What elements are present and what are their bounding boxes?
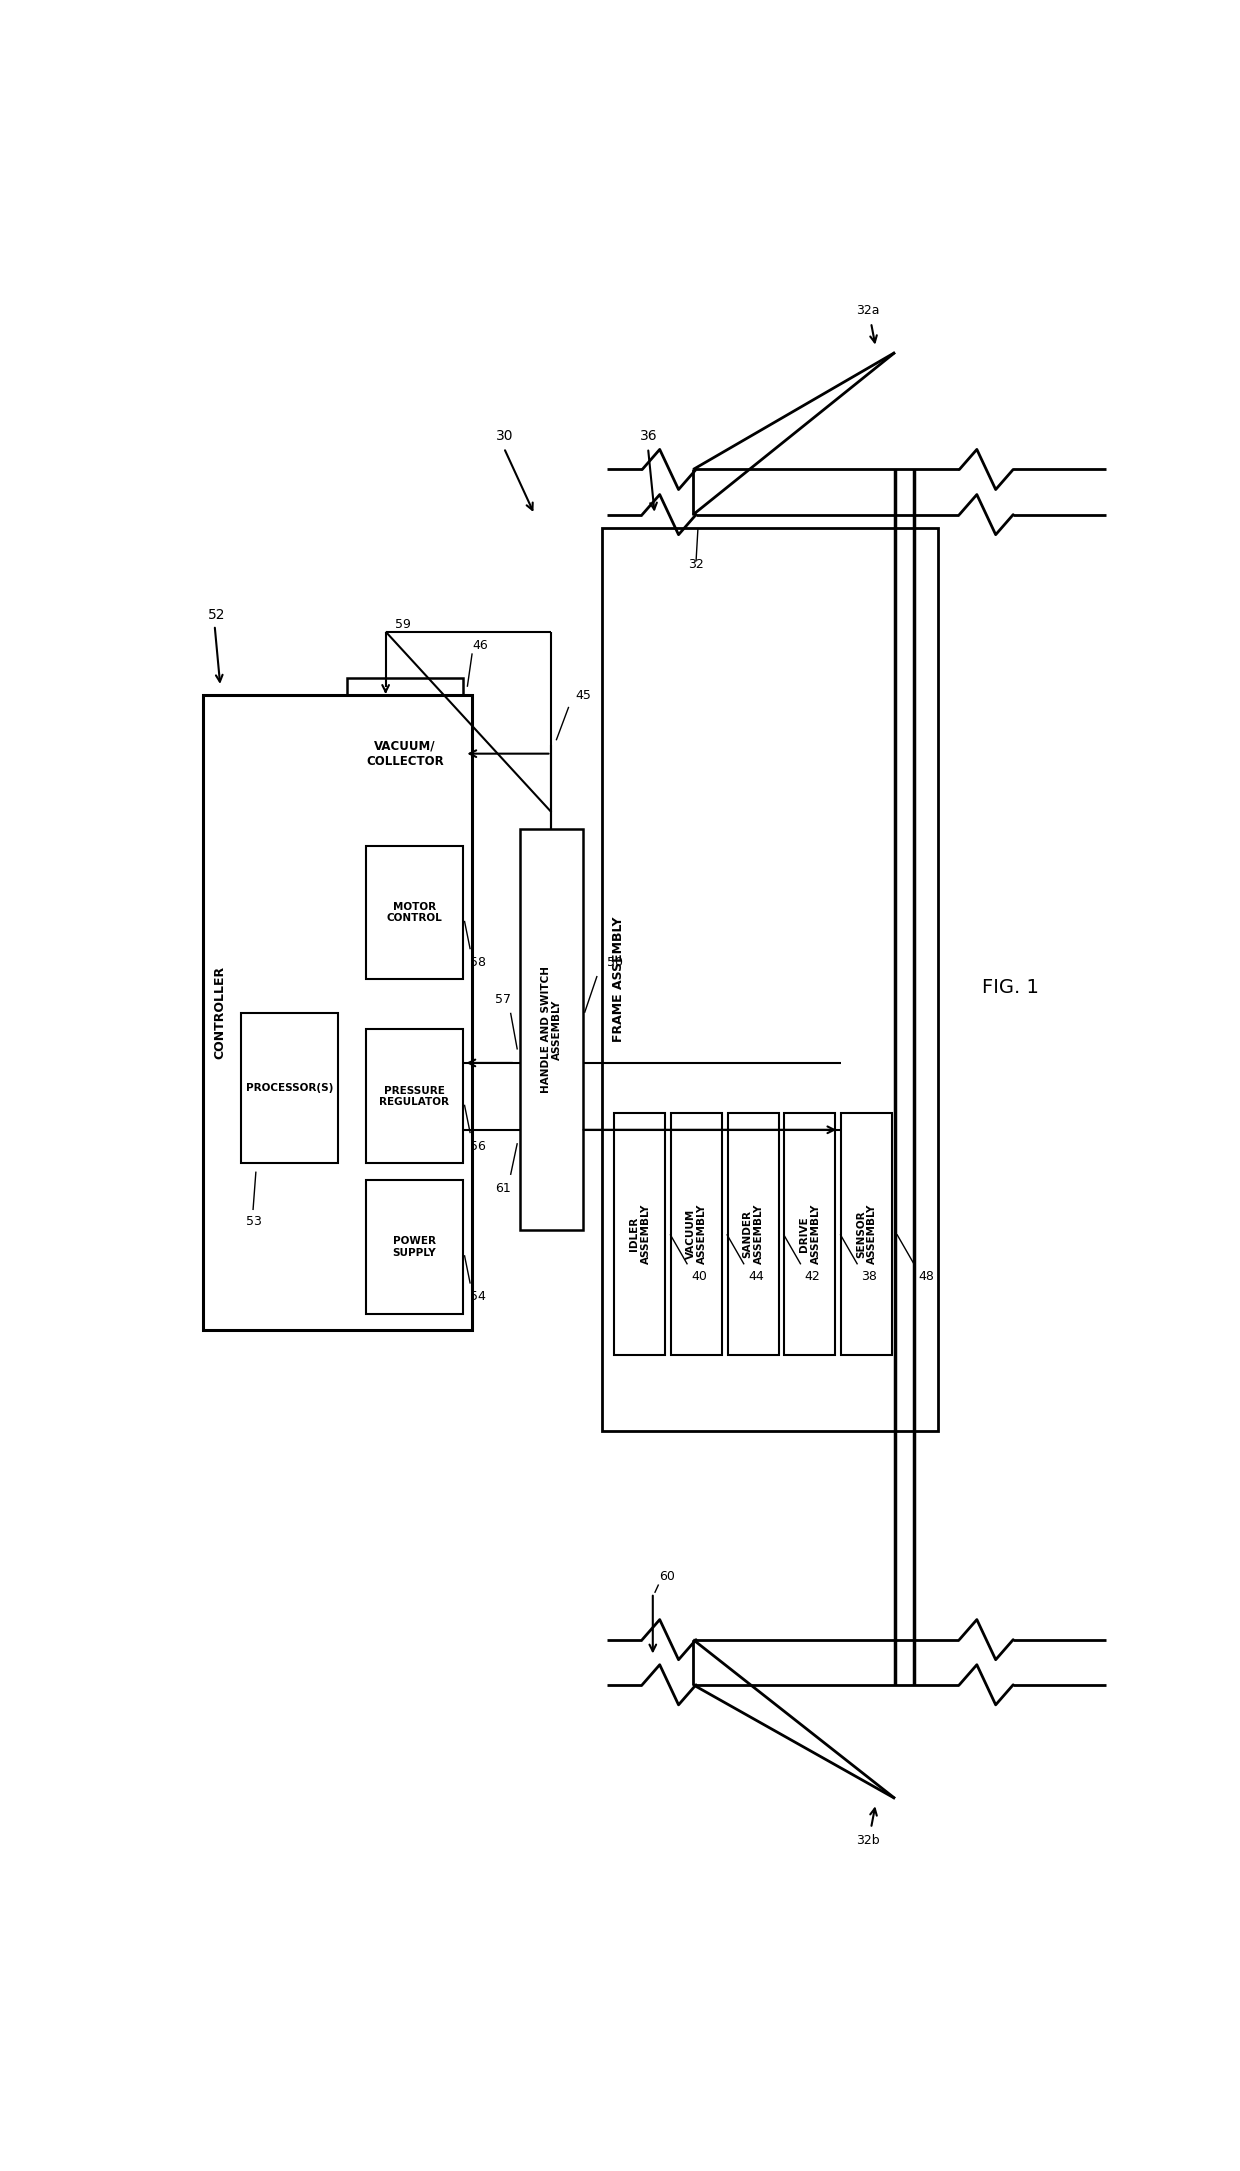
Text: 52: 52 (208, 608, 226, 621)
Text: 59: 59 (396, 619, 412, 632)
Bar (347, 677, 463, 829)
Text: 45: 45 (575, 688, 591, 701)
Text: 50: 50 (606, 955, 622, 968)
Bar (601, 528, 939, 1431)
Text: VACUUM
ASSEMBLY: VACUUM ASSEMBLY (686, 1205, 707, 1264)
Text: 56: 56 (470, 1140, 486, 1153)
Text: DRIVE
ASSEMBLY: DRIVE ASSEMBLY (799, 1205, 821, 1264)
Bar (671, 1114, 722, 1355)
Text: 32: 32 (688, 558, 704, 571)
Bar (521, 829, 583, 1231)
Text: FIG. 1: FIG. 1 (982, 979, 1039, 996)
Text: PRESSURE
REGULATOR: PRESSURE REGULATOR (379, 1086, 449, 1107)
Text: 30: 30 (496, 430, 513, 443)
Text: 58: 58 (470, 955, 486, 968)
Bar (841, 1114, 892, 1355)
Bar (728, 1114, 779, 1355)
Text: SENSOR
ASSEMBLY: SENSOR ASSEMBLY (856, 1205, 878, 1264)
Text: 48: 48 (918, 1270, 934, 1283)
Text: 60: 60 (660, 1570, 676, 1583)
Text: PROCESSOR(S): PROCESSOR(S) (246, 1083, 334, 1092)
Text: 42: 42 (805, 1270, 821, 1283)
Text: CONTROLLER: CONTROLLER (213, 966, 227, 1059)
Bar (242, 1012, 337, 1164)
Text: 54: 54 (470, 1290, 486, 1303)
Text: POWER
SUPPLY: POWER SUPPLY (393, 1235, 436, 1257)
Text: IDLER
ASSEMBLY: IDLER ASSEMBLY (629, 1205, 651, 1264)
Text: 57: 57 (495, 992, 511, 1005)
Bar (367, 845, 463, 979)
Text: 61: 61 (495, 1181, 511, 1194)
Text: 44: 44 (748, 1270, 764, 1283)
Text: 53: 53 (247, 1216, 262, 1229)
Text: MOTOR
CONTROL: MOTOR CONTROL (387, 901, 443, 923)
Text: VACUUM/
COLLECTOR: VACUUM/ COLLECTOR (366, 740, 444, 769)
Text: 32a: 32a (857, 304, 880, 317)
Text: SANDER
ASSEMBLY: SANDER ASSEMBLY (743, 1205, 764, 1264)
Text: 40: 40 (691, 1270, 707, 1283)
Bar (614, 1114, 666, 1355)
Bar (367, 1029, 463, 1164)
Bar (785, 1114, 836, 1355)
Text: 38: 38 (862, 1270, 877, 1283)
Text: 32b: 32b (857, 1834, 880, 1848)
Bar (203, 695, 472, 1331)
Text: FRAME ASSEMBLY: FRAME ASSEMBLY (611, 916, 625, 1042)
Bar (367, 1181, 463, 1313)
Text: 46: 46 (472, 638, 487, 651)
Text: 36: 36 (640, 430, 658, 443)
Text: HANDLE AND SWITCH
ASSEMBLY: HANDLE AND SWITCH ASSEMBLY (541, 966, 562, 1092)
